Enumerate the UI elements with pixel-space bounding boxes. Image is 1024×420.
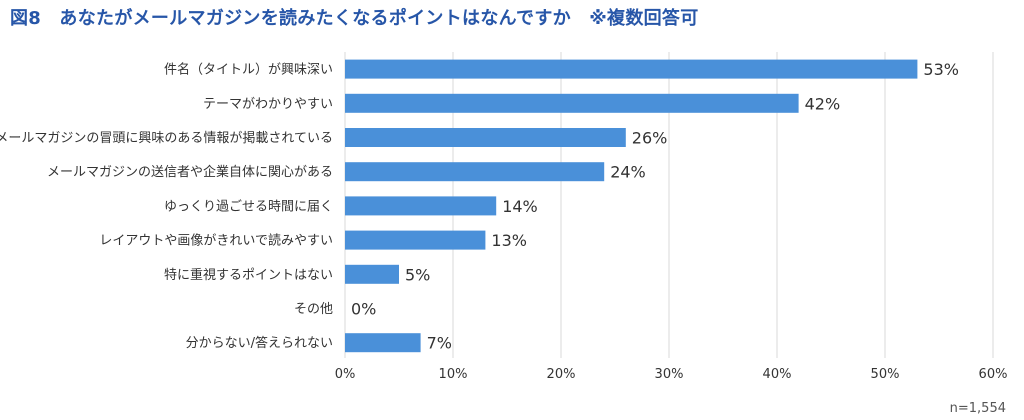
x-tick-label: 10% — [439, 367, 468, 382]
bars — [345, 59, 918, 353]
value-label: 24% — [610, 163, 646, 182]
bar — [345, 128, 626, 147]
category-label: メールマガジンの送信者や企業自体に関心がある — [47, 164, 333, 180]
value-label: 53% — [923, 60, 959, 79]
x-tick-label: 60% — [979, 367, 1008, 382]
category-labels: 件名（タイトル）が興味深いテーマがわかりやすいメールマガジンの冒頭に興味のある情… — [0, 62, 333, 352]
category-label: 件名（タイトル）が興味深い — [164, 62, 333, 78]
value-label: 42% — [805, 94, 841, 113]
x-tick-label: 50% — [871, 367, 900, 382]
value-labels: 53% 42% 26% 24% 14% 13% 5% 0% 7% — [351, 60, 959, 353]
sample-size-note: n=1,554 — [949, 401, 1006, 416]
chart-title: 図8 あなたがメールマガジンを読みたくなるポイントはなんですか ※複数回答可 — [10, 8, 699, 29]
bar — [345, 93, 799, 113]
value-label: 0% — [351, 300, 376, 319]
category-label: メールマガジンの冒頭に興味のある情報が掲載されている — [0, 130, 333, 146]
category-label: 特に重視するポイントはない — [164, 267, 333, 283]
category-label: レイアウトや画像がきれいで読みやすい — [99, 233, 333, 249]
value-label: 14% — [502, 197, 538, 216]
bar — [345, 230, 486, 250]
category-label: その他 — [294, 302, 333, 317]
category-label: 分からない/答えられない — [186, 335, 333, 351]
bar — [345, 59, 918, 79]
bar — [345, 162, 605, 182]
value-label: 7% — [427, 334, 452, 353]
bar — [345, 333, 421, 353]
x-tick-label: 20% — [547, 367, 576, 382]
x-tick-label: 40% — [763, 367, 792, 382]
value-label: 26% — [632, 129, 668, 148]
value-label: 13% — [491, 231, 527, 250]
bar — [345, 264, 399, 284]
category-label: ゆっくり過ごせる時間に届く — [164, 198, 333, 214]
x-tick-label: 30% — [655, 367, 684, 382]
value-label: 5% — [405, 265, 430, 284]
x-tick-label: 0% — [335, 367, 356, 382]
bar — [345, 196, 497, 216]
category-label: テーマがわかりやすい — [203, 97, 333, 112]
x-axis-ticks: 0% 10% 20% 30% 40% 50% 60% — [335, 367, 1008, 382]
